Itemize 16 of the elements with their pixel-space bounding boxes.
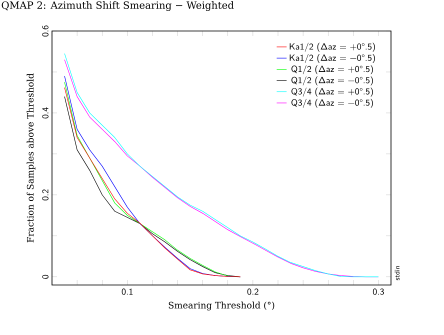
legend-label: Q3/4 (Δaz = −0°.5) [291,98,373,108]
legend-label: Q1/2 (Δaz = −0°.5) [291,76,373,86]
y-tick-label: 0.4 [42,107,48,118]
legend-label: Ka1/2 (Δaz = +0°.5) [290,42,375,52]
y-tick-label: 0.2 [42,189,48,200]
x-axis-title: Smearing Threshold (°) [168,302,274,310]
y-tick-label: 0.6 [42,26,48,37]
y-axis-title: Fraction of Samples above Threshold [26,73,36,242]
legend-label: Q1/2 (Δaz = +0°.5) [291,65,373,74]
x-tick-label: 0.1 [122,288,133,295]
x-tick-label: 0.3 [372,288,384,295]
legend-label: Ka1/2 (Δaz = −0°.5) [290,54,375,63]
x-tick-label: 0.2 [247,288,258,295]
y-tick-label: 0 [42,274,48,279]
legend-label: Q3/4 (Δaz = +0°.5) [291,88,373,97]
chart-title: QMAP 2: Azimuth Shift Smearing − Weighted [2,1,234,11]
